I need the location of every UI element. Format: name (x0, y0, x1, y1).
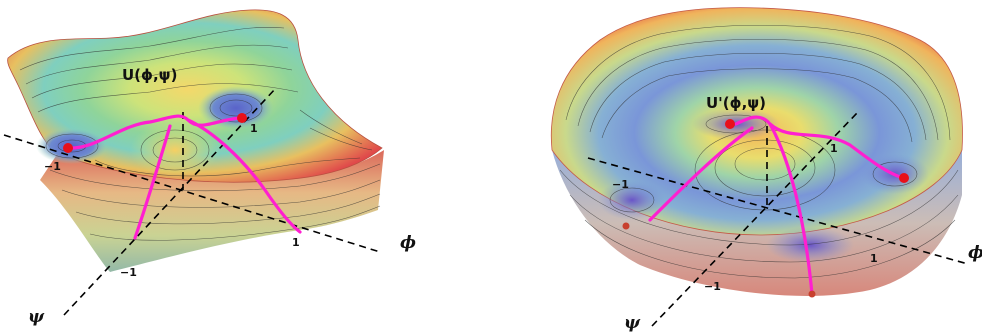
left-surface-label: U(ϕ,ψ) (122, 66, 177, 84)
left-hump (130, 122, 220, 178)
right-well-lower (766, 227, 854, 263)
left-tick-phi-neg: −1 (44, 160, 61, 173)
right-psi-axis (651, 111, 859, 327)
left-psi-axis (63, 87, 277, 316)
right-tick-psi-neg: −1 (704, 280, 721, 293)
right-panel: U'(ϕ,ψ) ϕ ψ 1 1 −1 −1 (550, 7, 982, 333)
left-phi-axis (3, 134, 381, 253)
left-tick-phi-pos: 1 (292, 236, 300, 249)
left-phi-label: ϕ (400, 233, 416, 253)
left-tick-psi-neg: −1 (120, 266, 137, 279)
right-minimum-2 (899, 173, 909, 183)
right-psi-label: ψ (624, 313, 641, 333)
right-tick-phi-neg: −1 (612, 178, 629, 191)
right-tick-phi-pos: 1 (870, 252, 878, 265)
left-surface-wall (40, 150, 384, 272)
right-phi-label: ϕ (968, 243, 982, 263)
right-tick-psi-pos: 1 (830, 142, 838, 155)
left-psi-label: ψ (28, 307, 45, 327)
left-transition-path (66, 114, 302, 240)
left-minimum-1 (63, 143, 73, 153)
left-tick-psi-pos: 1 (250, 122, 258, 135)
right-minimum-1 (725, 119, 735, 129)
right-minimum-3 (622, 222, 630, 230)
right-transition-path (648, 115, 905, 296)
left-axes (3, 87, 381, 316)
right-contours (559, 24, 959, 279)
right-phi-axis (587, 157, 969, 265)
left-minimum-2 (237, 113, 247, 123)
right-well-left (598, 180, 666, 220)
right-minimum-4 (808, 290, 816, 298)
right-surface-label: U'(ϕ,ψ) (706, 94, 766, 112)
left-well-upper-right (198, 86, 274, 130)
left-panel: U(ϕ,ψ) ϕ ψ 1 1 −1 −1 (3, 9, 416, 327)
right-axes (587, 111, 969, 327)
